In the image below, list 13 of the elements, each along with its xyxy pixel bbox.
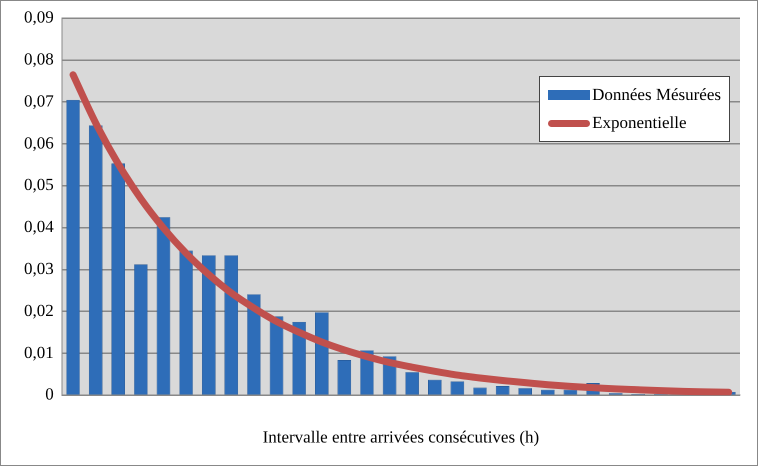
y-tick-label: 0,02: [24, 300, 54, 320]
y-tick-label: 0,01: [24, 342, 54, 362]
legend-label: Données Mésurées: [592, 85, 721, 105]
y-tick-label: 0,08: [24, 50, 54, 69]
legend-label: Exponentielle: [592, 113, 687, 133]
y-tick-label: 0,05: [24, 175, 54, 194]
y-tick-label: 0,09: [24, 8, 54, 27]
y-tick-label: 0,07: [24, 91, 54, 110]
y-tick-label: 0: [45, 384, 54, 404]
y-tick-label: 0,03: [24, 259, 54, 278]
y-tick-label: 0,04: [24, 217, 54, 236]
y-tick-label: 0,06: [24, 133, 54, 152]
x-axis-title: Intervalle entre arrivées consécutives (h): [262, 427, 540, 446]
